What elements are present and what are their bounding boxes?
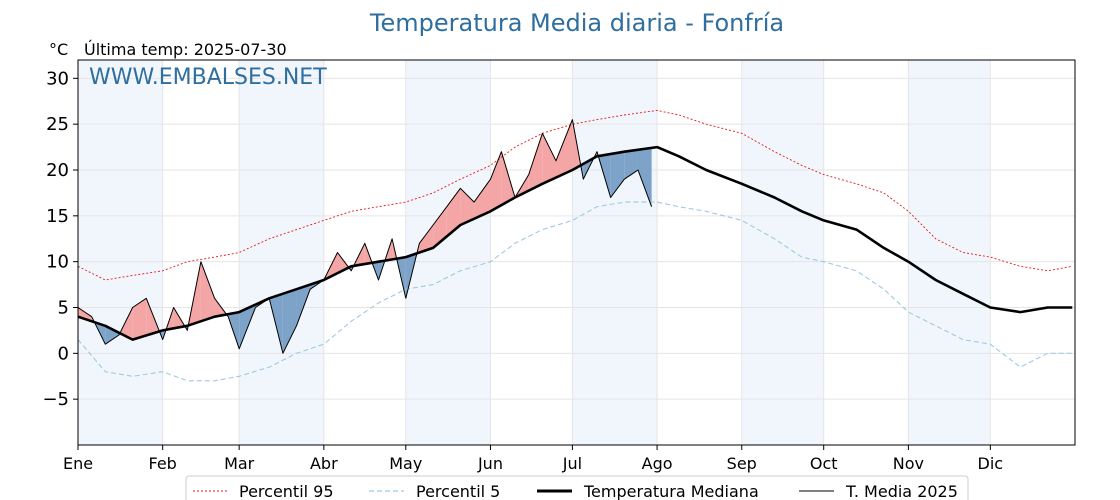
fill-above-median [460, 188, 475, 225]
month-band-ene [78, 60, 163, 445]
fill-above-median [528, 133, 543, 191]
fill-above-median [119, 307, 133, 340]
y-tick-label: −5 [42, 389, 69, 410]
y-tick-label: 15 [46, 206, 69, 227]
month-band-jul [572, 60, 658, 445]
x-tick-label: Jul [562, 454, 582, 473]
fill-above-median [78, 307, 92, 322]
x-tick-label: Nov [893, 454, 924, 473]
fill-above-median [474, 179, 491, 219]
y-tick-label: 0 [58, 343, 69, 364]
x-tick-label: May [389, 454, 422, 473]
chart-title: Temperatura Media diaria - Fonfría [369, 9, 784, 37]
fill-below-median [610, 151, 625, 198]
y-tick-label: 25 [46, 114, 69, 135]
x-axis-ticks: Ene Feb Mar Abr May Jun Jul Ago Sep Oct Nov Dic [63, 445, 1003, 473]
x-tick-label: Feb [149, 454, 177, 473]
fill-above-median [446, 188, 461, 237]
x-tick-label: Ago [642, 454, 673, 473]
x-tick-label: Dic [978, 454, 1004, 473]
anomaly-fills [78, 119, 652, 354]
series-line-median [77, 145, 1073, 341]
fill-below-median [282, 289, 297, 354]
month-band-nov [908, 60, 991, 445]
series-line-p5 [77, 201, 1073, 382]
legend-label-year: T. Media 2025 [845, 482, 958, 500]
y-tick-label: 10 [46, 252, 69, 273]
fill-below-median [105, 325, 119, 345]
series-lines [77, 109, 1073, 382]
x-tick-label: Abr [310, 454, 338, 473]
fill-above-median [419, 225, 434, 253]
watermark-text: WWW.EMBALSES.NET [89, 65, 327, 90]
month-bands [78, 60, 991, 445]
x-tick-label: Sep [727, 454, 757, 473]
fill-above-median [200, 261, 215, 322]
legend-box [185, 475, 969, 500]
legend-label-p95: Percentil 95 [239, 482, 334, 500]
y-axis-ticks: −5 0 5 10 15 20 25 30 [42, 68, 78, 410]
fill-above-median [556, 119, 573, 178]
last-temp-label: Última temp: 2025-07-30 [84, 40, 287, 59]
legend-label-p5: Percentil 5 [416, 482, 500, 500]
legend: Percentil 95 Percentil 5 Temperatura Med… [185, 475, 969, 500]
fill-above-median [501, 151, 516, 206]
y-tick-label: 5 [58, 298, 69, 319]
fill-below-median [637, 147, 652, 207]
month-band-mar [239, 60, 324, 445]
series-line-year [77, 119, 653, 354]
x-tick-label: Oct [810, 454, 838, 473]
y-tick-label: 30 [46, 68, 69, 89]
y-tick-label: 20 [46, 160, 69, 181]
x-tick-label: Mar [224, 454, 255, 473]
fill-above-median [433, 206, 447, 248]
fill-above-median [132, 298, 147, 340]
fill-above-median [542, 133, 557, 184]
x-tick-label: Ene [63, 454, 93, 473]
unit-label: °C [49, 40, 68, 59]
plot-frame [77, 59, 1076, 446]
x-tick-label: Jun [477, 454, 503, 473]
fill-above-median [490, 151, 502, 212]
legend-label-median: Temperatura Mediana [583, 482, 759, 500]
month-band-sep [741, 60, 824, 445]
